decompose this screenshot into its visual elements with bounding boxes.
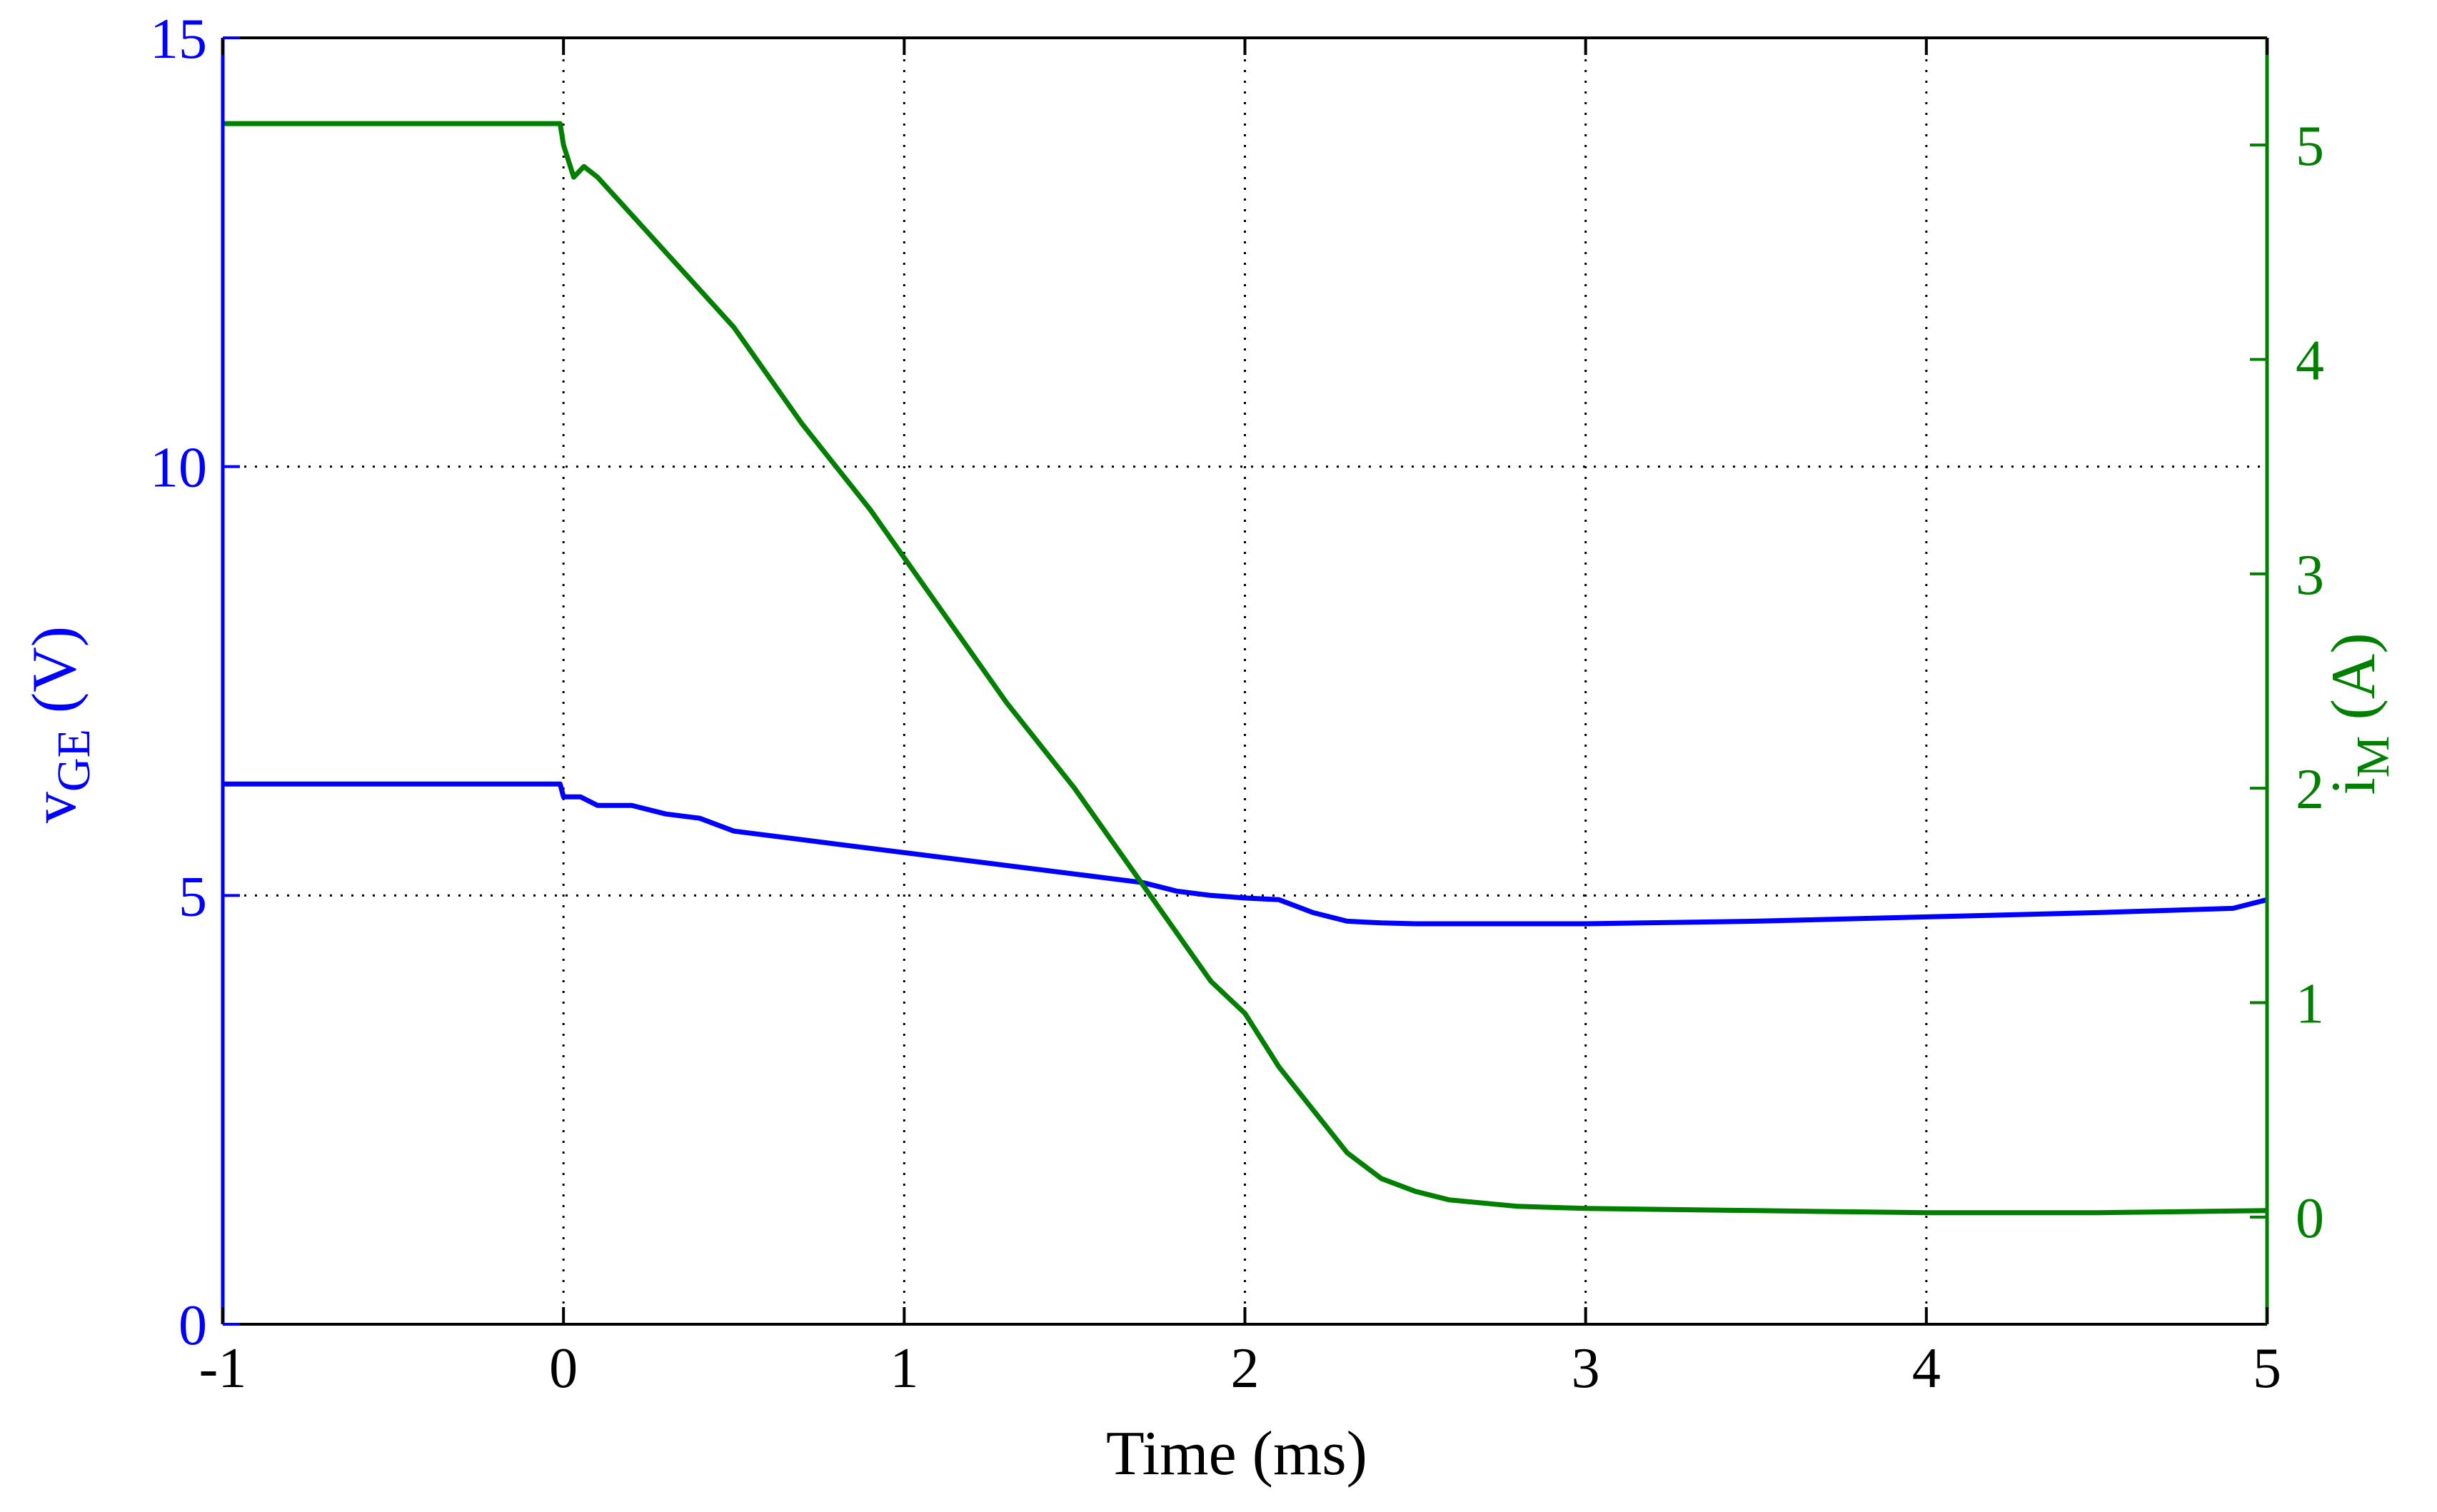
y-right-tick-label: 3 — [2296, 544, 2324, 607]
y-left-tick-label: 0 — [179, 1294, 207, 1357]
series-line-right — [223, 121, 2268, 1216]
series-layer — [223, 121, 2268, 1216]
y-right-tick-label: 5 — [2296, 115, 2324, 178]
y-right-tick-label: 0 — [2296, 1187, 2324, 1250]
y-axis-right-title-sub: M — [2347, 736, 2399, 778]
y-axis-right-title: iM (A) — [2319, 632, 2399, 795]
y-left-tick-label: 10 — [150, 437, 207, 500]
y-right-tick-label: 2 — [2296, 758, 2324, 821]
x-tick-label: 1 — [890, 1337, 918, 1400]
y-axis-right-title-main: i — [2319, 777, 2388, 795]
grid-lines — [223, 38, 2267, 1324]
y-axis-left-title-main: v — [20, 792, 89, 823]
y-axis-left-title-unit: (V) — [20, 626, 89, 729]
series-line-left — [223, 781, 2268, 927]
x-tick-label: 3 — [1572, 1337, 1600, 1400]
y-axis-right-title-unit: (A) — [2319, 632, 2388, 735]
x-tick-label: 4 — [1912, 1337, 1941, 1400]
y-axis-left-title-sub: GE — [48, 729, 100, 792]
y-axis-left-title: vGE (V) — [20, 626, 100, 823]
y-left-tick-label: 5 — [179, 865, 207, 928]
y-right-tick-label: 4 — [2296, 330, 2324, 393]
x-tick-label: 0 — [549, 1337, 578, 1400]
y-left-tick-label: 15 — [150, 8, 207, 71]
x-tick-label: 5 — [2253, 1337, 2281, 1400]
x-axis-title: Time (ms) — [1106, 1419, 1367, 1488]
x-tick-label: 2 — [1231, 1337, 1260, 1400]
x-tick-label: -1 — [199, 1337, 247, 1400]
y-right-tick-label: 1 — [2296, 973, 2324, 1036]
